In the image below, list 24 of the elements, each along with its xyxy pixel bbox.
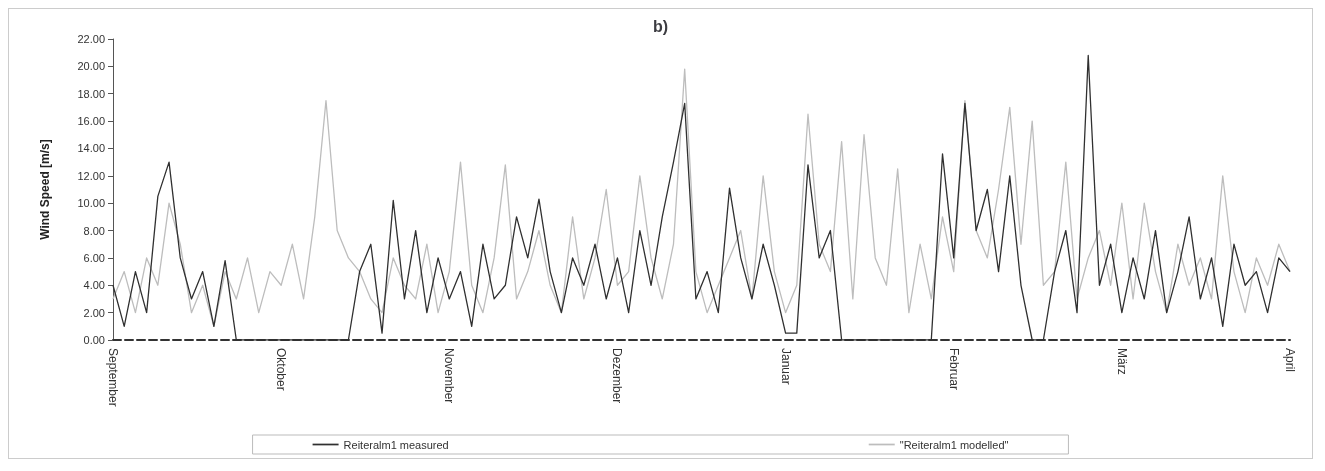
x-tick-label: April [1283, 348, 1297, 373]
chart-title: b) [652, 17, 669, 35]
y-tick-label: 10.00 [77, 197, 105, 210]
y-tick-label: 12.00 [77, 169, 105, 182]
x-tick-label: November [442, 348, 457, 404]
legend-label: "Reiteralm1 modelled" [899, 438, 1009, 451]
y-tick-label: 20.00 [77, 60, 105, 73]
y-axis-title: Wind Speed [m/s] [38, 139, 52, 240]
x-tick-label: Januar [778, 348, 793, 385]
y-tick-label: 4.00 [83, 279, 105, 292]
x-tick-label: März [1114, 348, 1129, 375]
y-tick-label: 8.00 [83, 224, 105, 237]
x-tick-label: Dezember [610, 348, 625, 404]
y-tick-label: 6.00 [83, 251, 105, 264]
y-tick-label: 2.00 [83, 306, 105, 319]
y-tick-label: 0.00 [83, 334, 105, 346]
y-tick-label: 18.00 [77, 87, 105, 100]
y-tick-label: 14.00 [77, 142, 105, 155]
x-tick-label: Februar [946, 348, 961, 391]
x-tick-label: Oktober [274, 348, 289, 391]
y-tick-label: 22.00 [77, 33, 105, 45]
x-tick-label: September [106, 348, 120, 407]
y-tick-label: 16.00 [77, 115, 105, 128]
legend-label: Reiteralm1 measured [343, 438, 449, 451]
